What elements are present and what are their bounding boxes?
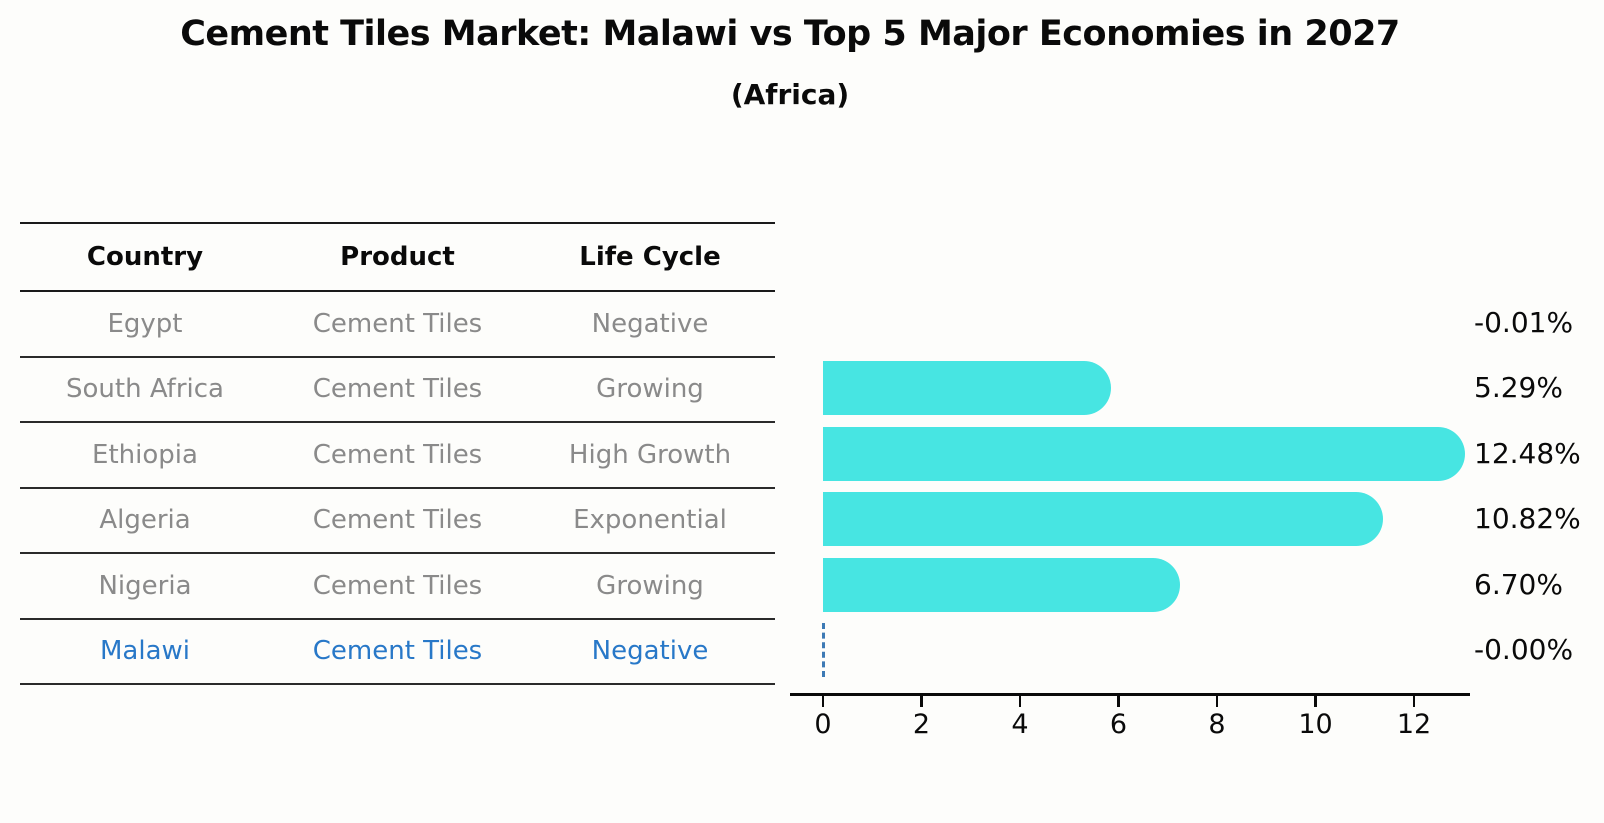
chart-title: Cement Tiles Market: Malawi vs Top 5 Maj… bbox=[180, 14, 1400, 54]
cell-lifecycle: Negative bbox=[591, 636, 709, 667]
table-row: Algeria Cement Tiles Exponential bbox=[20, 489, 775, 554]
table-row: Egypt Cement Tiles Negative bbox=[20, 292, 775, 358]
cell-lifecycle: Growing bbox=[596, 374, 704, 405]
x-axis-tick-mark bbox=[920, 696, 923, 707]
table-row: Malawi Cement Tiles Negative bbox=[20, 620, 775, 685]
cell-country: Algeria bbox=[99, 505, 191, 536]
table-body: Egypt Cement Tiles Negative South Africa Cem… bbox=[20, 292, 775, 685]
x-axis-tick-mark bbox=[1018, 696, 1022, 707]
cell-product: Cement Tiles bbox=[312, 308, 483, 339]
x-axis-tick-mark bbox=[1117, 696, 1120, 707]
bar-nigeria bbox=[823, 557, 1180, 612]
x-axis-tick-mark bbox=[1215, 696, 1219, 707]
cell-country: Egypt bbox=[107, 308, 183, 339]
x-axis-tick-label: 4 bbox=[1011, 709, 1029, 740]
cell-lifecycle: Negative bbox=[591, 308, 709, 339]
column-header-product: Product bbox=[340, 242, 455, 272]
x-axis-tick-label: 8 bbox=[1208, 709, 1226, 740]
value-label-nigeria: 6.70% bbox=[1474, 567, 1563, 601]
cell-product: Cement Tiles bbox=[312, 439, 483, 470]
x-axis-tick-label: 2 bbox=[912, 709, 931, 740]
cell-lifecycle: Growing bbox=[596, 570, 704, 601]
bar-ethiopia bbox=[823, 426, 1465, 481]
comparison-table: Country Product Life Cycle Egypt Cement T… bbox=[20, 222, 775, 685]
column-header-lifecycle: Life Cycle bbox=[579, 242, 721, 272]
x-axis-tick-label: 10 bbox=[1298, 709, 1333, 740]
column-header-country: Country bbox=[86, 242, 204, 272]
table-row: South Africa Cement Tiles Growing bbox=[20, 358, 775, 423]
cell-product: Cement Tiles bbox=[312, 570, 483, 601]
cell-country: South Africa bbox=[66, 374, 224, 405]
cell-country: Nigeria bbox=[98, 570, 192, 601]
chart-subtitle: (Africa) bbox=[730, 78, 850, 111]
x-axis-tick-label: 12 bbox=[1396, 709, 1432, 740]
x-axis-tick-mark bbox=[1314, 696, 1317, 707]
bar-south-africa bbox=[823, 361, 1111, 416]
value-label-malawi: -0.00% bbox=[1474, 633, 1574, 667]
value-label-algeria: 10.82% bbox=[1474, 502, 1581, 536]
x-axis-tick-mark bbox=[821, 696, 825, 707]
cell-product: Cement Tiles bbox=[312, 374, 483, 405]
x-axis-tick-label: 0 bbox=[814, 709, 832, 740]
malawi-zero-dashed-line bbox=[821, 623, 825, 678]
x-axis-line bbox=[790, 693, 1470, 696]
value-label-egypt: -0.01% bbox=[1474, 305, 1574, 339]
cell-lifecycle: High Growth bbox=[568, 439, 732, 470]
value-label-south-africa: 5.29% bbox=[1474, 371, 1563, 405]
cell-product: Cement Tiles bbox=[312, 636, 483, 667]
cell-lifecycle: Exponential bbox=[573, 505, 727, 536]
bar-algeria bbox=[823, 492, 1383, 547]
cell-country: Malawi bbox=[99, 636, 190, 667]
table-header-row: Country Product Life Cycle bbox=[20, 224, 775, 292]
value-label-ethiopia: 12.48% bbox=[1474, 436, 1581, 470]
table-row: Nigeria Cement Tiles Growing bbox=[20, 554, 775, 620]
cell-product: Cement Tiles bbox=[312, 505, 483, 536]
x-axis-tick-label: 6 bbox=[1109, 709, 1128, 740]
table-row: Ethiopia Cement Tiles High Growth bbox=[20, 423, 775, 489]
x-axis-tick-mark bbox=[1412, 696, 1416, 707]
cell-country: Ethiopia bbox=[92, 439, 198, 470]
